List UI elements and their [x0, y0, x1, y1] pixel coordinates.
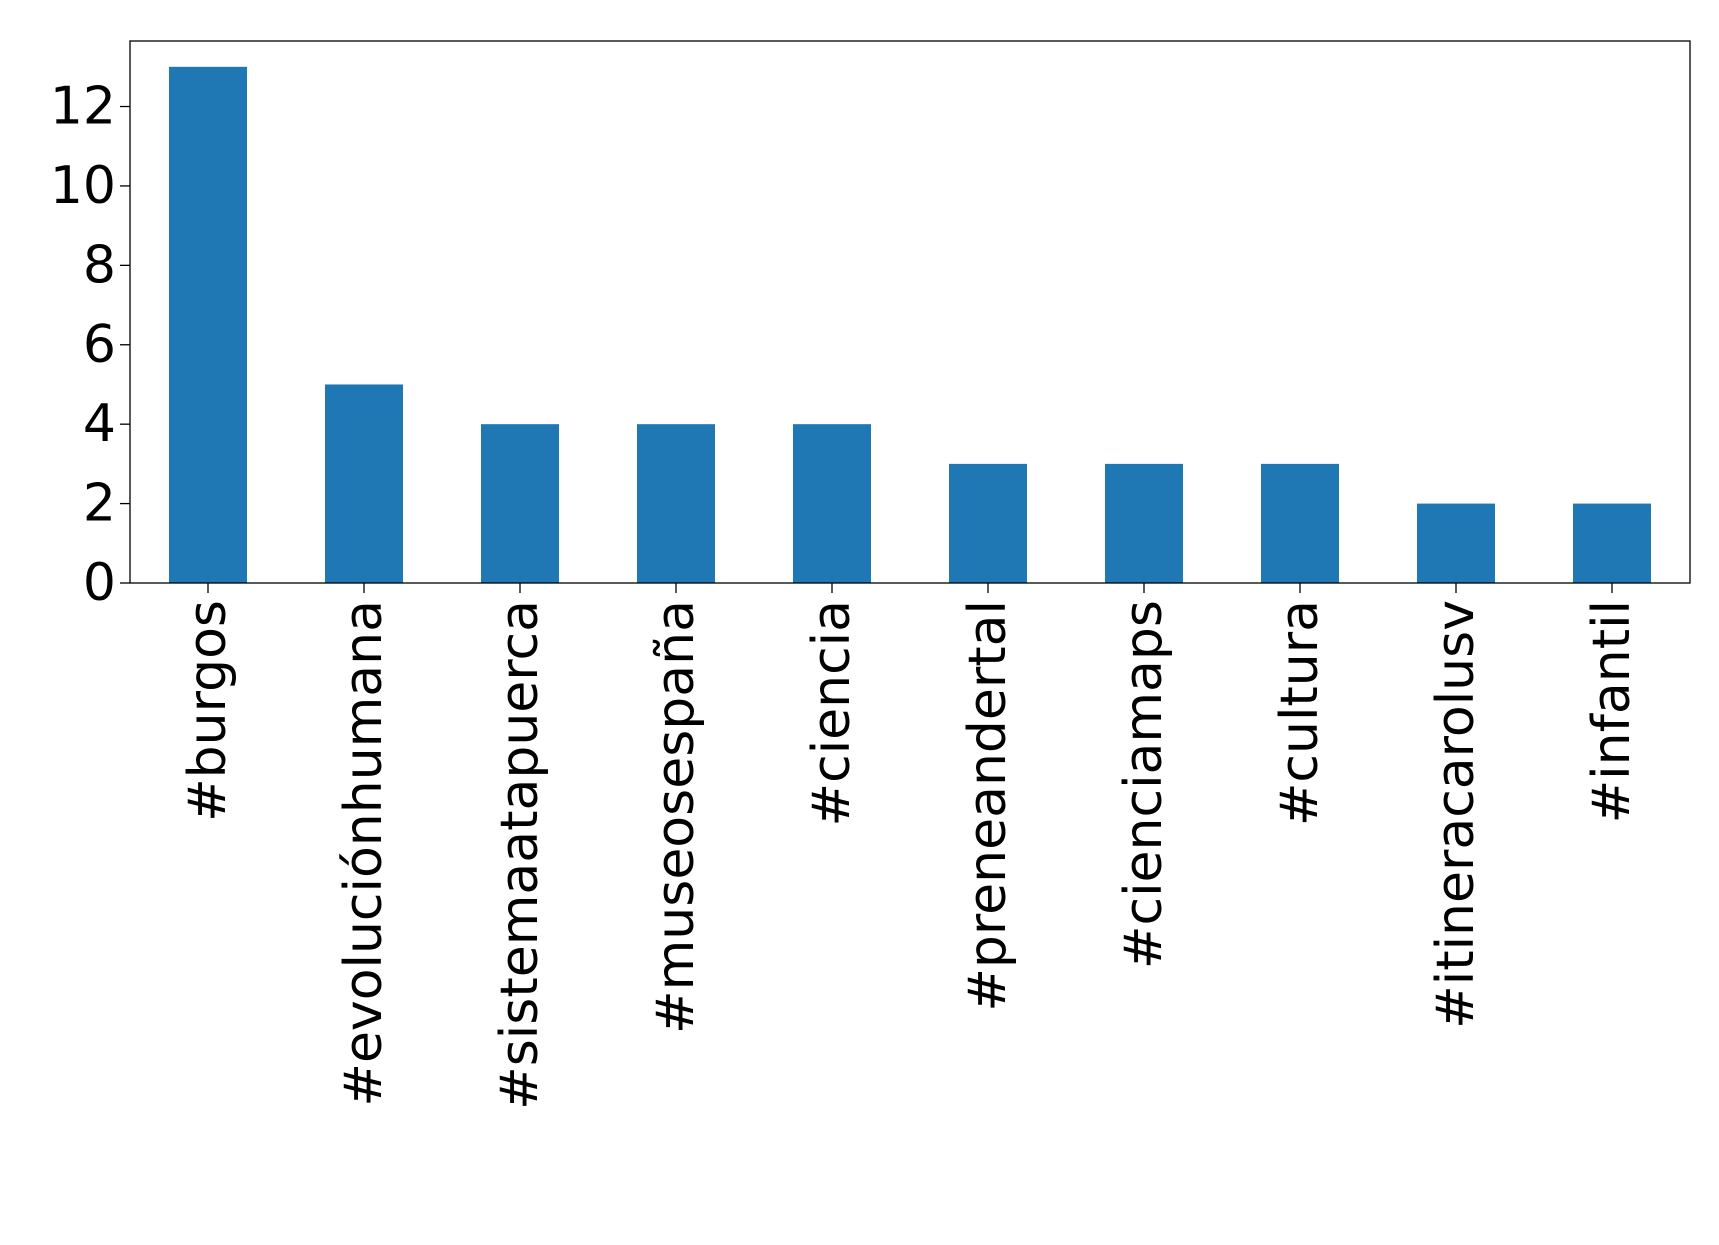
x-tick-label: #infantil: [1582, 600, 1642, 823]
x-tick-label: #evoluciónhumana: [334, 600, 394, 1107]
bar-infantil: [1573, 503, 1651, 583]
y-tick-label: 4: [83, 394, 116, 454]
bar-evoluciónhumana: [325, 384, 403, 583]
x-tick-label: #burgos: [178, 600, 238, 822]
y-tick-label: 6: [83, 315, 116, 375]
y-tick-label: 0: [83, 553, 116, 613]
bar-cienciamaps: [1105, 463, 1183, 583]
y-tick-label: 2: [83, 474, 116, 534]
bar-cultura: [1261, 463, 1339, 583]
bar-sistemaatapuerca: [481, 424, 559, 583]
x-tick-label: #itineracarolusv: [1426, 600, 1486, 1029]
plot-frame: [129, 40, 1691, 584]
x-tick-label: #sistemaatapuerca: [490, 600, 550, 1110]
bars-layer: [169, 66, 1651, 583]
y-tick-label: 12: [50, 77, 116, 137]
x-tick-label: #cienciamaps: [1114, 600, 1174, 969]
y-tick-label: 8: [83, 235, 116, 295]
x-tick-label: #museosespaña: [646, 600, 706, 1034]
x-tick-label: #ciencia: [802, 600, 862, 826]
y-axis: 0 2 4 6 8 10 12: [50, 77, 130, 613]
x-axis: #burgos #evoluciónhumana #sistemaatapuerca…: [178, 583, 1642, 1110]
bar-burgos: [169, 66, 247, 583]
bar-museosespaña: [637, 424, 715, 583]
x-tick-label: #cultura: [1270, 600, 1330, 826]
bar-ciencia: [793, 424, 871, 583]
bar-itineracarolusv: [1417, 503, 1495, 583]
x-tick-label: #preneandertal: [958, 600, 1018, 1012]
bar-preneandertal: [949, 463, 1027, 583]
y-tick-label: 10: [50, 156, 116, 216]
